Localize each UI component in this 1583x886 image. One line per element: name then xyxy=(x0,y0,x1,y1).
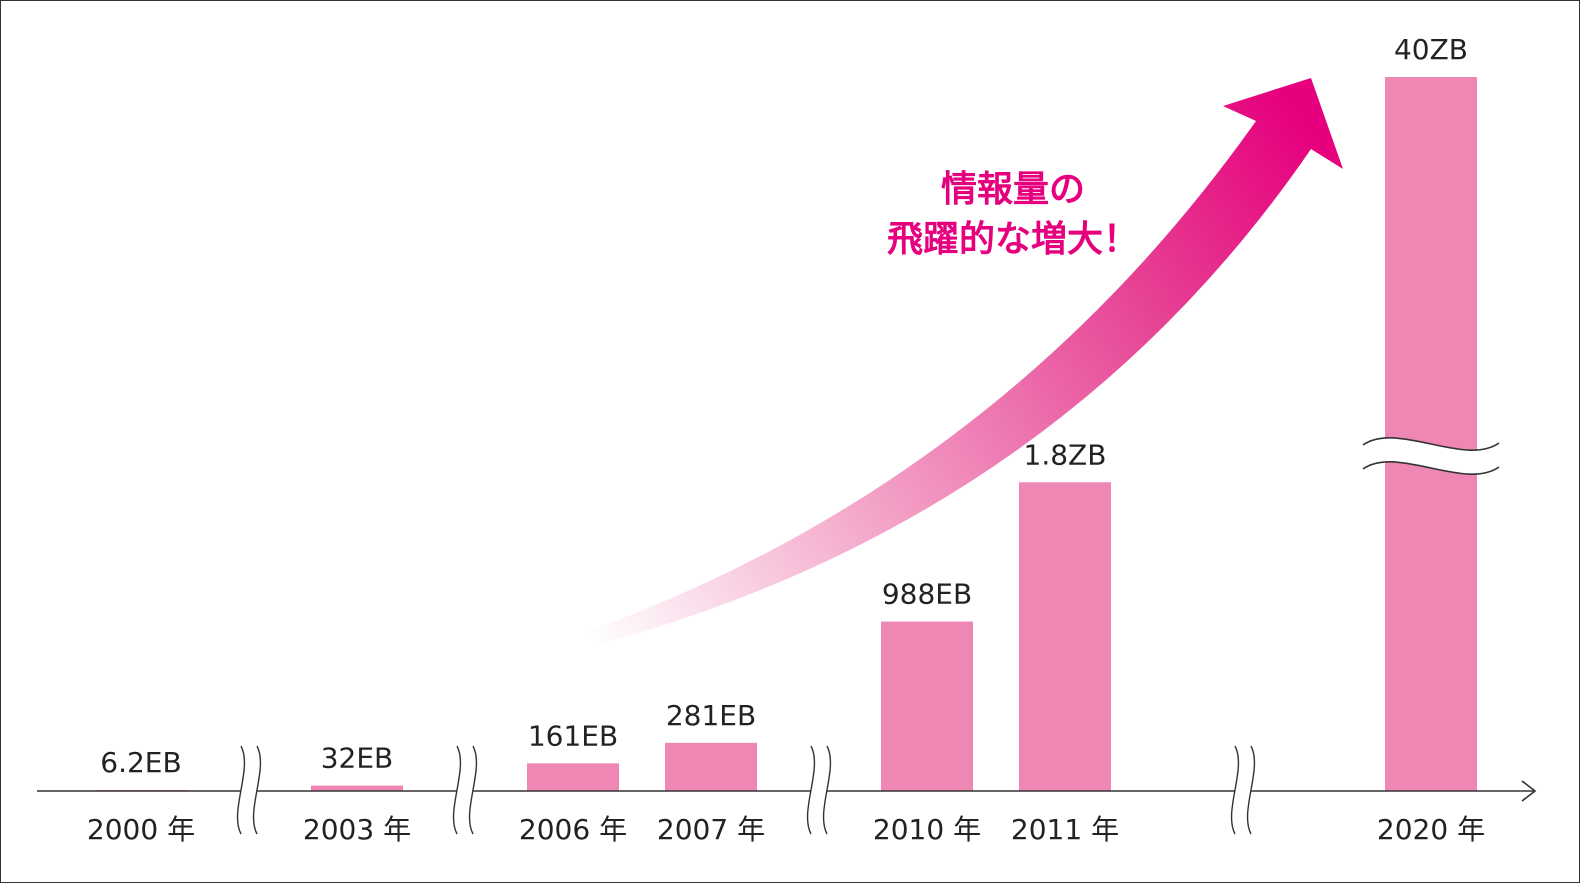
axis-break-line-1-1 xyxy=(468,745,478,835)
annotation-line-2: 飛躍的な増大！ xyxy=(887,219,1139,260)
x-axis xyxy=(37,780,1537,802)
bar-2 xyxy=(527,763,619,791)
axis-break-gap-3 xyxy=(1235,788,1251,794)
value-labels: 6.2EB 32EB 161EB 281EB 988EB 1.8ZB 40ZB xyxy=(100,33,1468,779)
growth-arrow-shape xyxy=(589,78,1343,646)
bar-break-line-bottom xyxy=(1362,461,1500,475)
growth-arrow xyxy=(589,78,1343,646)
bar-5 xyxy=(1019,482,1111,791)
x-tick-label-1: 2003 年 xyxy=(303,813,411,846)
axis-break-gap-0 xyxy=(241,788,257,794)
axis-break-line-2-0 xyxy=(806,745,816,835)
bars xyxy=(95,77,1477,791)
axis-break-0 xyxy=(236,745,262,835)
x-axis-arrowhead xyxy=(1521,780,1537,802)
value-label-1: 32EB xyxy=(321,742,394,775)
x-tick-label-0: 2000 年 xyxy=(87,813,195,846)
axis-break-gap-2 xyxy=(811,788,827,794)
bar-value-break xyxy=(1362,437,1500,475)
axis-break-line-3-0 xyxy=(1230,745,1240,835)
bar-3 xyxy=(665,742,757,791)
growth-annotation: 情報量の 飛躍的な増大！ xyxy=(887,169,1139,260)
axis-break-line-1-0 xyxy=(452,745,462,835)
x-tick-label-5: 2011 年 xyxy=(1011,813,1119,846)
axis-break-line-0-0 xyxy=(236,745,246,835)
bar-break-fill xyxy=(1363,437,1499,475)
axis-break-gap-1 xyxy=(457,788,473,794)
bar-1 xyxy=(311,785,403,791)
x-tick-label-3: 2007 年 xyxy=(657,813,765,846)
axis-break-1 xyxy=(452,745,478,835)
x-axis-labels: 2000 年 2003 年 2006 年 2007 年 2010 年 2011 年 2020… xyxy=(87,813,1485,846)
axis-breaks xyxy=(236,745,1256,835)
axis-break-line-2-1 xyxy=(822,745,832,835)
value-label-2: 161EB xyxy=(528,719,618,752)
bar-6 xyxy=(1385,77,1477,791)
axis-break-2 xyxy=(806,745,832,835)
x-tick-label-2: 2006 年 xyxy=(519,813,627,846)
axis-break-line-3-1 xyxy=(1246,745,1256,835)
value-label-5: 1.8ZB xyxy=(1024,438,1107,471)
axis-break-3 xyxy=(1230,745,1256,835)
value-label-6: 40ZB xyxy=(1394,33,1468,66)
x-tick-label-4: 2010 年 xyxy=(873,813,981,846)
value-label-0: 6.2EB xyxy=(100,746,181,779)
value-label-3: 281EB xyxy=(666,699,756,732)
x-tick-label-6: 2020 年 xyxy=(1377,813,1485,846)
bar-break-line-top xyxy=(1362,437,1500,451)
bar-4 xyxy=(881,621,973,791)
annotation-line-1: 情報量の xyxy=(941,169,1085,210)
value-label-4: 988EB xyxy=(882,578,972,611)
axis-break-line-0-1 xyxy=(252,745,262,835)
